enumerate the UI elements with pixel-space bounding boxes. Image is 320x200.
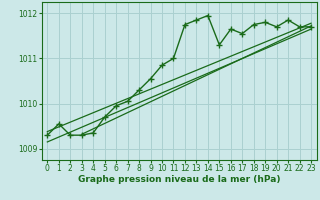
X-axis label: Graphe pression niveau de la mer (hPa): Graphe pression niveau de la mer (hPa) [78,175,280,184]
